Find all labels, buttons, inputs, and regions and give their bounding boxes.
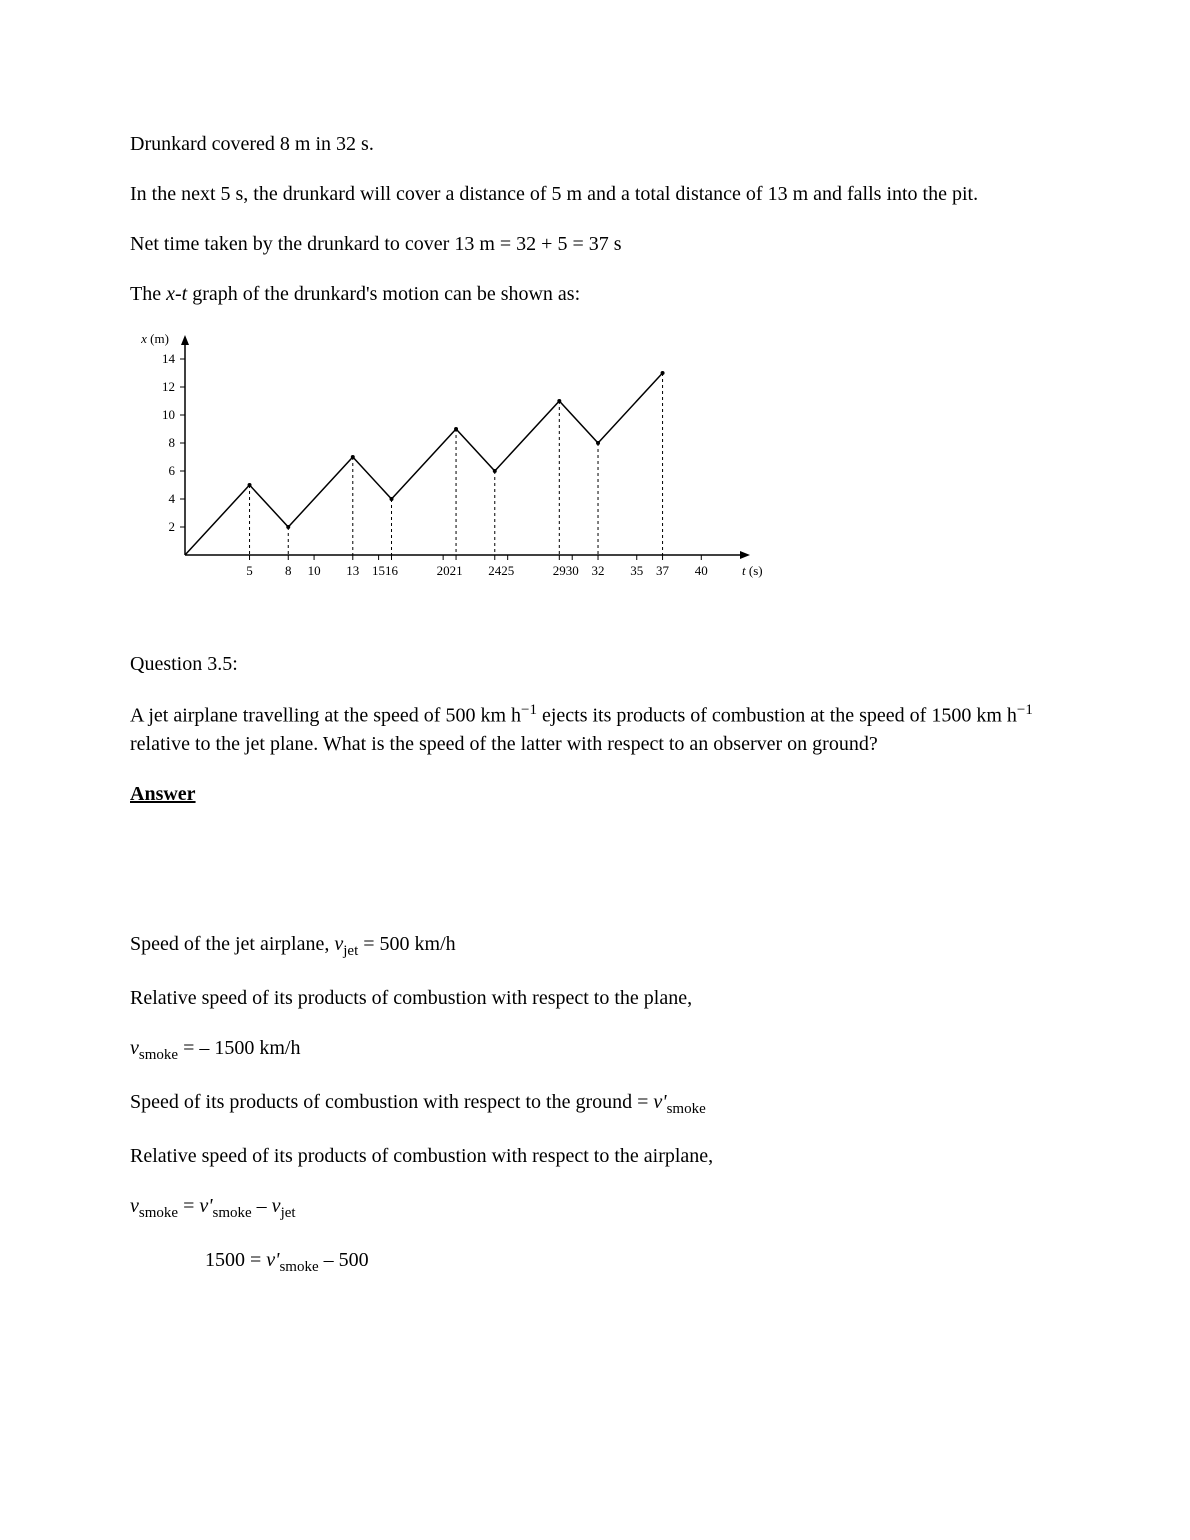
svg-text:2021: 2021 xyxy=(437,563,463,578)
answer-line-7: 1500 = v'smoke – 500 xyxy=(205,1246,1070,1278)
text-prefix: Speed of its products of combustion with… xyxy=(130,1091,653,1113)
variable-v: v xyxy=(272,1195,281,1217)
variable-xt: x-t xyxy=(166,283,187,305)
answer-line-5: Relative speed of its products of combus… xyxy=(130,1142,1070,1170)
svg-text:10: 10 xyxy=(308,563,321,578)
question-heading: Question 3.5: xyxy=(130,650,1070,678)
text: In the next 5 s, the drunkard will cover… xyxy=(130,183,978,205)
variable-vprime: v' xyxy=(199,1195,212,1217)
chart-svg: 2 4 6 8 10 12 14 x (m) 5 8 10 13 1516 2021 2425 2930 32 3… xyxy=(130,330,770,590)
variable-v: v xyxy=(130,1037,139,1059)
superscript-minus1: −1 xyxy=(521,702,537,718)
text: Drunkard covered 8 m in 32 s. xyxy=(130,133,374,155)
answer-line-3: vsmoke = – 1500 km/h xyxy=(130,1034,1070,1066)
text-1: A jet airplane travelling at the speed o… xyxy=(130,705,521,727)
svg-text:1516: 1516 xyxy=(372,563,399,578)
subscript-jet: jet xyxy=(281,1205,296,1221)
svg-text:2: 2 xyxy=(169,519,176,534)
variable-vprime: v' xyxy=(653,1091,666,1113)
svg-text:8: 8 xyxy=(169,435,176,450)
svg-text:14: 14 xyxy=(162,351,176,366)
svg-text:5: 5 xyxy=(246,563,253,578)
text-prefix: 1500 = xyxy=(205,1249,266,1271)
subscript-jet: jet xyxy=(343,943,358,959)
svg-text:6: 6 xyxy=(169,463,176,478)
spacer xyxy=(130,830,1070,930)
equals: = xyxy=(178,1195,199,1217)
text-prefix: Speed of the jet airplane, xyxy=(130,933,334,955)
subscript-smoke: smoke xyxy=(139,1205,178,1221)
subscript-smoke: smoke xyxy=(139,1047,178,1063)
text-3: relative to the jet plane. What is the s… xyxy=(130,733,878,755)
text-suffix: = – 1500 km/h xyxy=(178,1037,300,1059)
variable-vprime: v' xyxy=(266,1249,279,1271)
svg-text:35: 35 xyxy=(630,563,643,578)
answer-line-2: Relative speed of its products of combus… xyxy=(130,984,1070,1012)
text-2: ejects its products of combustion at the… xyxy=(537,705,1017,727)
svg-text:10: 10 xyxy=(162,407,175,422)
subscript-smoke: smoke xyxy=(667,1101,706,1117)
svg-text:13: 13 xyxy=(346,563,359,578)
svg-text:40: 40 xyxy=(695,563,708,578)
paragraph-1: Drunkard covered 8 m in 32 s. xyxy=(130,130,1070,158)
svg-text:t (s): t (s) xyxy=(742,563,763,578)
svg-text:2425: 2425 xyxy=(488,563,514,578)
text: Question 3.5: xyxy=(130,653,238,675)
answer-heading: Answer xyxy=(130,780,1070,808)
paragraph-3: Net time taken by the drunkard to cover … xyxy=(130,230,1070,258)
variable-v: v xyxy=(334,933,343,955)
answer-line-4: Speed of its products of combustion with… xyxy=(130,1088,1070,1120)
subscript-smoke: smoke xyxy=(279,1259,318,1275)
svg-text:12: 12 xyxy=(162,379,175,394)
text-suffix: graph of the drunkard's motion can be sh… xyxy=(187,283,580,305)
svg-text:2930: 2930 xyxy=(553,563,579,578)
svg-text:x (m): x (m) xyxy=(140,331,169,346)
svg-text:37: 37 xyxy=(656,563,670,578)
subscript-smoke: smoke xyxy=(213,1205,252,1221)
text-prefix: The xyxy=(130,283,166,305)
text-suffix: = 500 km/h xyxy=(358,933,455,955)
svg-text:32: 32 xyxy=(592,563,605,578)
answer-line-1: Speed of the jet airplane, vjet = 500 km… xyxy=(130,930,1070,962)
text-suffix: – 500 xyxy=(319,1249,369,1271)
answer-line-6: vsmoke = v'smoke – vjet xyxy=(130,1192,1070,1224)
svg-text:4: 4 xyxy=(169,491,176,506)
question-body: A jet airplane travelling at the speed o… xyxy=(130,700,1070,758)
minus: – xyxy=(252,1195,272,1217)
text: Net time taken by the drunkard to cover … xyxy=(130,233,622,255)
text: Relative speed of its products of combus… xyxy=(130,1145,713,1167)
text: Relative speed of its products of combus… xyxy=(130,987,692,1009)
paragraph-4: The x-t graph of the drunkard's motion c… xyxy=(130,280,1070,308)
text: Answer xyxy=(130,783,196,805)
xt-graph: 2 4 6 8 10 12 14 x (m) 5 8 10 13 1516 2021 2425 2930 32 3… xyxy=(130,330,1070,610)
paragraph-2: In the next 5 s, the drunkard will cover… xyxy=(130,180,1070,208)
superscript-minus1: −1 xyxy=(1017,702,1033,718)
svg-text:8: 8 xyxy=(285,563,292,578)
variable-v: v xyxy=(130,1195,139,1217)
